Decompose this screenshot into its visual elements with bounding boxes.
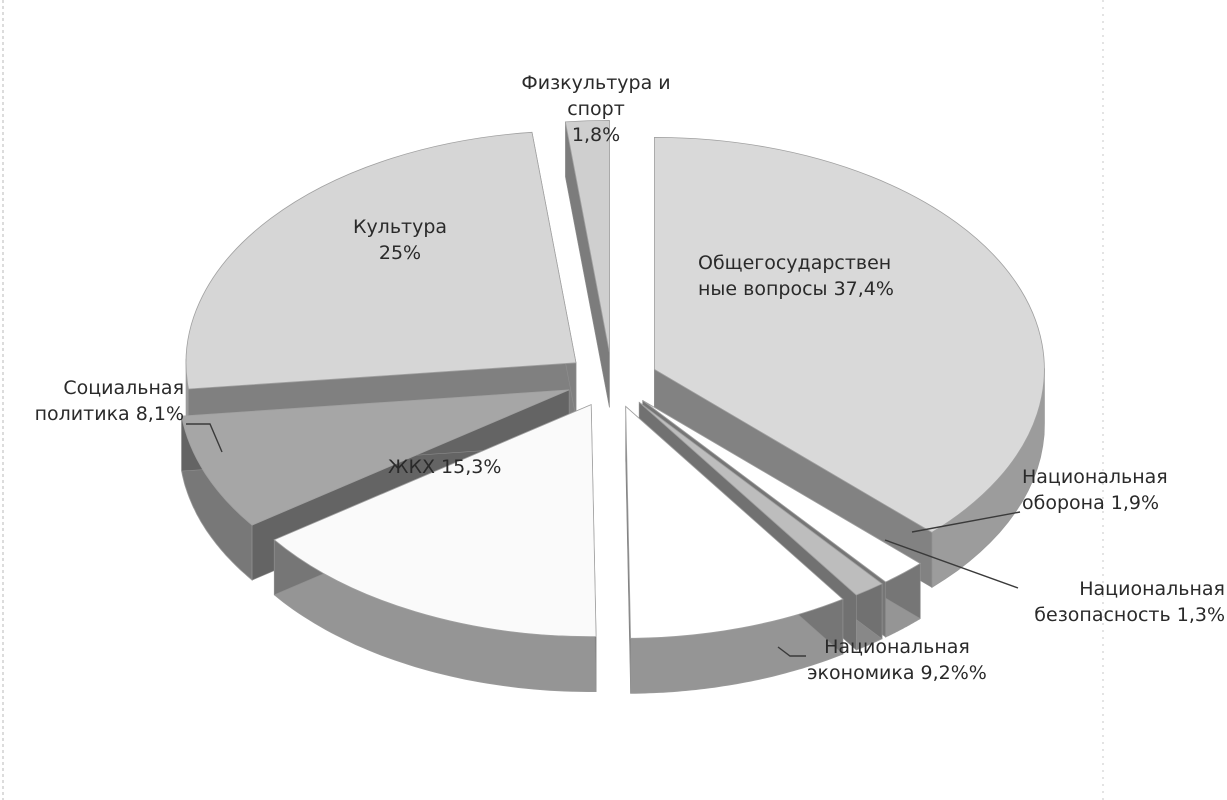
slice-label-security: Национальная безопасность 1,3% [1034, 578, 1225, 626]
slice-label-sport: Физкультура и спорт 1,8% [521, 72, 671, 146]
slice-label-culture: Культура 25% [352, 216, 448, 264]
pie-slice-top-национальная-безопасность [638, 401, 883, 596]
pie-slice-top-национальная-экономика [625, 405, 844, 639]
slice-label-social-policy: Социальная политика 8,1% [34, 377, 184, 425]
pie-slice-top-социальная-политика [181, 389, 570, 526]
pie-slice-top-общегосударственные-вопросы [654, 136, 1045, 533]
leader-line-security [884, 539, 1019, 589]
pie-slice-top-жкх [273, 403, 597, 638]
pie-slice-top-физкультура-и-спорт [564, 119, 610, 353]
slice-label-economy: Национальная экономика 9,2%% [807, 636, 987, 684]
leader-line-social-policy [186, 423, 223, 453]
pie-slice-национальная-экономика [625, 405, 844, 694]
pie-slice-top-национальная-оборона [642, 400, 921, 583]
slice-label-defense: Национальная оборона 1,9% [1022, 466, 1168, 514]
leader-line-defense [911, 511, 1021, 533]
scan-edge-left [2, 0, 4, 800]
leader-line-economy [777, 646, 806, 657]
pie-slice-жкх [273, 403, 597, 692]
pie-slice-физкультура-и-спорт [564, 119, 610, 408]
slice-label-general: Общегосударствен ные вопросы 37,4% [698, 252, 894, 300]
pie-slice-top-культура [185, 131, 577, 390]
scan-edge-right [1102, 0, 1104, 800]
slice-label-housing: ЖКХ 15,3% [388, 456, 502, 478]
